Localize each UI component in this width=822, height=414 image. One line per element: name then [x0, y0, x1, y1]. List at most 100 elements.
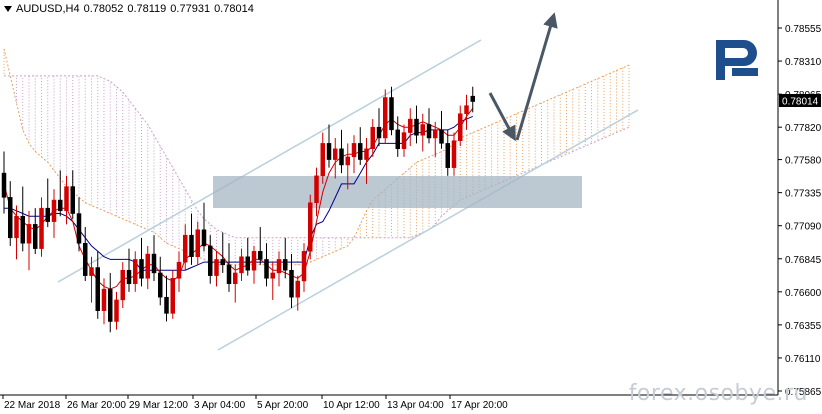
support-zone[interactable]: [213, 176, 582, 208]
time-tick-label: 26 Mar 20:00: [67, 400, 126, 411]
forecast-arrows[interactable]: [488, 12, 558, 142]
candle-body: [308, 202, 313, 252]
candle-body: [1, 172, 7, 198]
senkou-span-b-line: [4, 75, 630, 239]
candle: [426, 108, 432, 144]
candle-body: [408, 118, 413, 133]
candle-body: [101, 288, 107, 311]
symbol-label: AUDUSD,H4: [16, 3, 80, 15]
candle: [114, 291, 119, 330]
candle: [145, 245, 150, 290]
candle-body: [133, 259, 138, 284]
candle-body: [164, 296, 169, 314]
candle-body: [258, 251, 263, 260]
tenkan-sen-line: [3, 107, 474, 290]
candles: [1, 86, 475, 333]
candle-body: [70, 186, 75, 214]
candle: [101, 278, 107, 325]
candle: [195, 221, 200, 265]
candle-body: [176, 261, 182, 279]
candle-body: [314, 175, 319, 204]
candle-body: [439, 129, 444, 144]
candle-body: [126, 269, 132, 284]
candle: [364, 137, 369, 184]
time-tick-label: 17 Apr 20:00: [451, 400, 508, 411]
candle: [120, 262, 125, 309]
candle-body: [458, 113, 463, 141]
candle: [251, 245, 257, 284]
candle-body: [464, 105, 469, 114]
candle: [395, 116, 400, 157]
price-tick-label: 0.78310: [785, 57, 822, 68]
candle: [308, 194, 313, 260]
time-tick-label: 5 Apr 20:00: [257, 400, 309, 411]
candle: [464, 94, 469, 130]
candle-body: [320, 143, 325, 177]
time-axis[interactable]: 22 Mar 2018 26 Mar 20:00 29 Mar 12:00 3 Apr…: [2, 395, 508, 411]
candle: [326, 124, 332, 168]
candle-body: [333, 148, 338, 160]
trend-channel[interactable]: [57, 39, 639, 351]
dropdown-triangle-icon[interactable]: [4, 6, 12, 13]
candle: [239, 248, 244, 282]
high-value: 0.78119: [127, 3, 167, 15]
candle-body: [208, 245, 213, 276]
candle-body: [414, 118, 419, 136]
candle: [151, 235, 157, 282]
price-axis[interactable]: 0.785550.783100.780650.778200.775800.773…: [778, 24, 822, 398]
candle-body: [239, 256, 244, 274]
candle: [164, 275, 169, 322]
candle-body: [295, 280, 300, 298]
candle-body: [195, 229, 200, 257]
candle-body: [45, 207, 50, 222]
candle-body: [83, 242, 88, 276]
candle-body: [251, 251, 257, 271]
candle: [8, 181, 13, 246]
candle: [58, 170, 63, 217]
candle-body: [389, 97, 394, 131]
candle-body: [51, 199, 57, 222]
candle-body: [201, 229, 207, 247]
candle-body: [270, 272, 275, 279]
candle-body: [376, 126, 382, 139]
candle: [376, 108, 382, 147]
candle: [183, 224, 188, 271]
candle: [133, 251, 138, 292]
price-tick-label: 0.77820: [785, 123, 822, 134]
support-zone-rect: [213, 176, 582, 208]
candle: [401, 124, 407, 157]
candle-body: [139, 259, 144, 279]
price-tick-label: 0.77090: [785, 222, 822, 233]
candle: [358, 127, 363, 165]
candle-body: [351, 143, 357, 158]
candle: [233, 264, 238, 303]
candle: [420, 113, 425, 152]
candle: [345, 143, 350, 190]
candle-body: [451, 140, 457, 168]
time-tick-label: 10 Apr 12:00: [323, 400, 380, 411]
candle-body: [114, 299, 119, 322]
candle-body: [420, 124, 425, 136]
candle: [39, 197, 44, 257]
price-tick-label: 0.78555: [785, 24, 822, 35]
candle-body: [245, 256, 250, 271]
candle-body: [14, 215, 19, 239]
candle: [301, 243, 307, 292]
price-tick-label: 0.75865: [785, 387, 822, 398]
candle-body: [264, 259, 269, 279]
candle-body: [220, 259, 225, 266]
candle: [264, 243, 269, 287]
candle: [158, 256, 163, 306]
candle: [270, 262, 275, 300]
candle: [276, 251, 282, 287]
candle: [339, 129, 344, 174]
candle-body: [326, 143, 332, 160]
price-tick-label: 0.76600: [785, 288, 822, 299]
candle-body: [39, 207, 44, 249]
candle-body: [20, 215, 25, 244]
candle-body: [214, 259, 219, 276]
candle: [351, 135, 357, 174]
symbol-header[interactable]: AUDUSD,H4 0.78052 0.78119 0.77931 0.78014: [4, 3, 258, 15]
